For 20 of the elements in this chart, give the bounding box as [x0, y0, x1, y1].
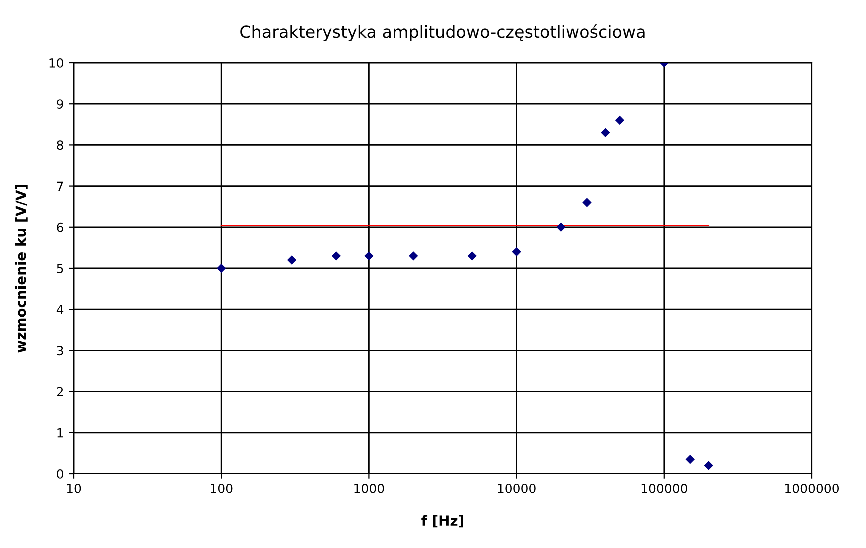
y-tick-label: 8	[57, 140, 64, 150]
y-tick-label: 6	[57, 222, 64, 232]
y-tick-label: 7	[57, 182, 64, 192]
x-tick-label: 100	[211, 484, 233, 494]
x-tick-label: 10000	[498, 484, 536, 494]
y-tick-label: 9	[57, 100, 64, 110]
x-tick-label: 10	[67, 484, 82, 494]
y-tick-label: 3	[57, 346, 64, 356]
y-tick-label: 4	[56, 305, 64, 314]
y-tick-label: 5	[57, 264, 64, 274]
y-axis-title: wzmocnienie ku [V/V]	[15, 185, 28, 353]
y-tick-label: 10	[50, 58, 64, 68]
y-tick-label: 0	[57, 469, 64, 479]
y-tick-label: 1	[58, 428, 64, 438]
y-tick-label: 2	[57, 387, 64, 397]
x-axis-title: f [Hz]	[422, 515, 464, 528]
x-tick-label: 1000	[354, 484, 384, 494]
chart-title: Charakterystyka amplitudowo-częstotliwościowa	[240, 24, 645, 42]
x-tick-label: 100000	[642, 484, 688, 494]
x-tick-label: 1000000	[786, 484, 840, 494]
